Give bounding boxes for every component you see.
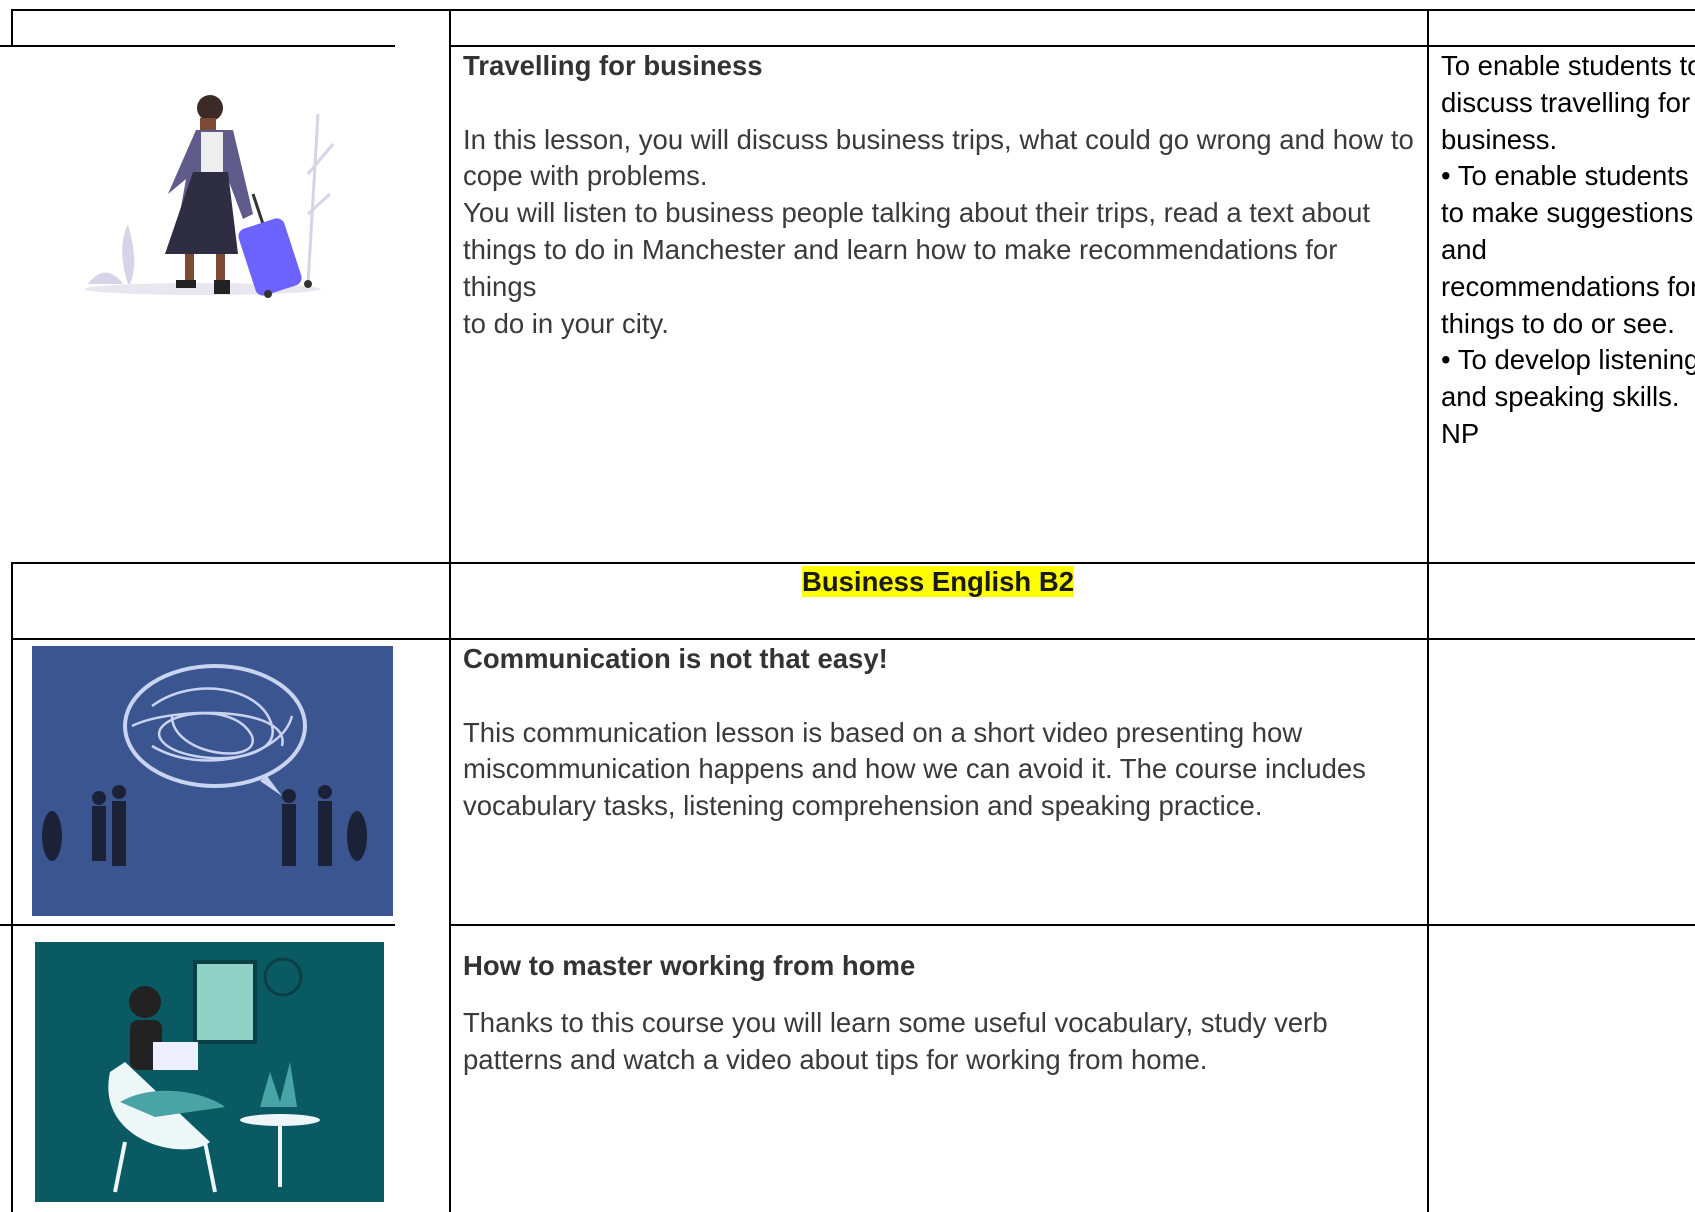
section-cell: Business English B2 xyxy=(449,564,1427,601)
description-line: to do in your city. xyxy=(463,307,669,339)
lesson-title: Travelling for business xyxy=(463,50,763,81)
objective-line: To enable students to discuss travelling… xyxy=(1441,50,1695,155)
lesson-cell: Travelling for business In this lesson, … xyxy=(463,48,1418,342)
row-border xyxy=(11,638,1695,640)
objective-line: • To develop listening and speaking skil… xyxy=(1441,344,1695,413)
description-line: This communication lesson is based on a … xyxy=(463,716,1366,822)
row-border xyxy=(449,45,1695,47)
row-border xyxy=(449,924,1695,926)
traveller-illustration xyxy=(85,95,335,298)
lesson-description: In this lesson, you will discuss busines… xyxy=(463,122,1418,343)
col-border xyxy=(449,9,451,1212)
objective-line: • To enable students to make suggestions… xyxy=(1441,160,1695,339)
col-border xyxy=(11,9,13,45)
description-line: You will listen to business people talki… xyxy=(463,197,1371,302)
section-label: Business English B2 xyxy=(801,566,1075,597)
description-line: Thanks to this course you will learn som… xyxy=(463,1006,1328,1075)
col-border xyxy=(11,562,13,1212)
row-border xyxy=(11,562,1695,564)
col-border xyxy=(1427,9,1429,1212)
lesson-description: Thanks to this course you will learn som… xyxy=(463,1005,1418,1079)
row-border xyxy=(11,9,1695,11)
lesson-description: This communication lesson is based on a … xyxy=(463,715,1418,825)
description-line: In this lesson, you will discuss busines… xyxy=(463,123,1414,192)
lesson-title: How to master working from home xyxy=(463,950,916,981)
lesson-title: Communication is not that easy! xyxy=(463,643,888,674)
objective-line: NP xyxy=(1441,417,1480,449)
row-border xyxy=(0,924,395,926)
communication-illustration xyxy=(32,646,393,916)
objectives: To enable students to discuss travelling… xyxy=(1441,48,1695,453)
row-border xyxy=(0,45,395,47)
lesson-cell: How to master working from home Thanks t… xyxy=(463,948,1418,1078)
lesson-cell: Communication is not that easy! This com… xyxy=(463,641,1418,825)
home-office-illustration xyxy=(35,942,384,1202)
